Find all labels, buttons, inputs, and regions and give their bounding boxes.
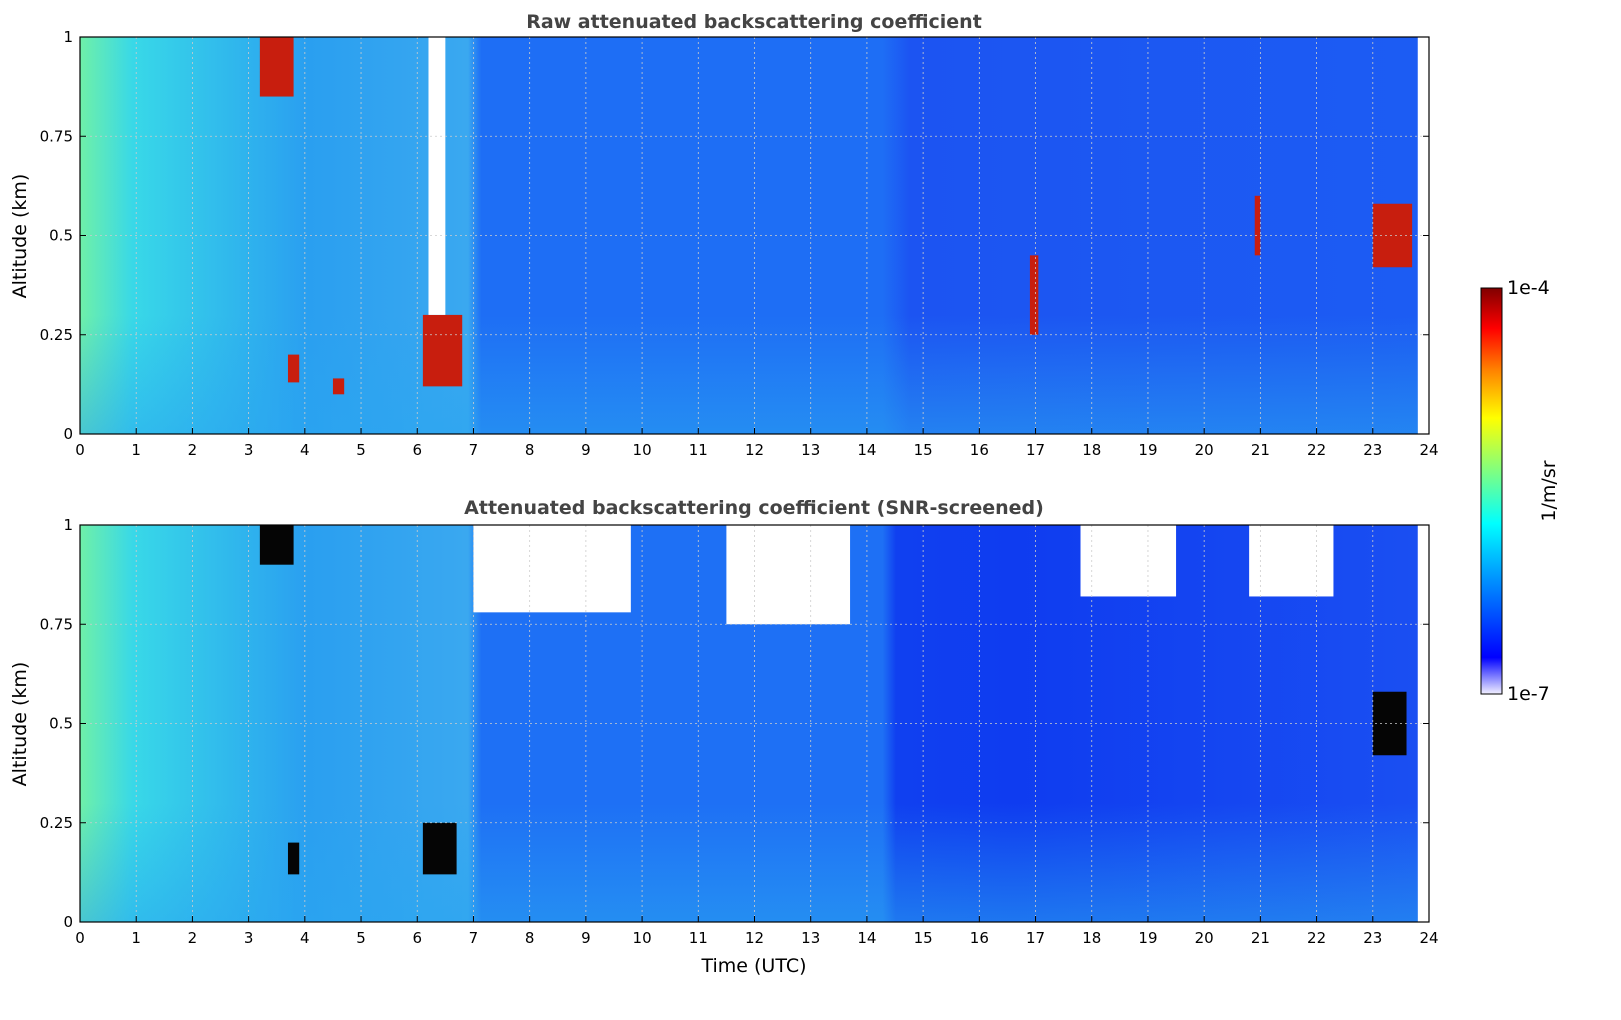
x-tick-label: 12	[745, 929, 764, 947]
y-tick-label: 0.25	[40, 326, 73, 344]
feature-patch	[422, 822, 457, 875]
y-tick-label: 1	[63, 28, 73, 46]
feature-patch	[428, 37, 446, 315]
x-tick-label: 11	[689, 929, 708, 947]
panel-title: Attenuated backscattering coefficient (S…	[464, 497, 1044, 519]
colorbar-max-label: 1e-4	[1507, 277, 1550, 299]
x-tick-label: 24	[1419, 929, 1438, 947]
colorbar-min-label: 1e-7	[1507, 683, 1550, 705]
x-tick-label: 2	[188, 441, 198, 459]
x-tick-label: 13	[801, 929, 820, 947]
x-tick-label: 10	[633, 929, 652, 947]
x-tick-label: 8	[525, 441, 535, 459]
feature-patch	[1080, 525, 1177, 597]
y-tick-label: 0.75	[40, 127, 73, 145]
x-tick-label: 2	[188, 929, 198, 947]
x-axis: 0 1 2 3 4 5 6 7 8 9 10 11 12 13 14 15 16 17 18 19 20 21 22 23 24	[75, 916, 1439, 947]
panel-raw: Raw attenuated backscattering coefficien…	[9, 11, 1439, 459]
heatmap-area	[80, 37, 1418, 434]
x-tick-label: 19	[1138, 441, 1157, 459]
x-tick-label: 0	[75, 441, 85, 459]
x-tick-label: 23	[1363, 929, 1382, 947]
x-tick-label: 14	[857, 441, 876, 459]
x-tick-label: 16	[970, 441, 989, 459]
x-tick-label: 22	[1307, 441, 1326, 459]
x-tick-label: 17	[1026, 441, 1045, 459]
x-tick-label: 11	[689, 441, 708, 459]
x-tick-label: 16	[970, 929, 989, 947]
x-tick-label: 5	[356, 441, 366, 459]
x-tick-label: 1	[131, 929, 141, 947]
x-tick-label: 13	[801, 441, 820, 459]
x-tick-label: 7	[469, 929, 479, 947]
y-tick-label: 0.75	[40, 615, 73, 633]
heatmap-area	[80, 525, 1418, 922]
feature-patch	[473, 525, 631, 613]
panel-title: Raw attenuated backscattering coefficien…	[526, 11, 982, 33]
grid	[80, 525, 1429, 922]
x-axis-label: Time (UTC)	[700, 955, 806, 977]
y-tick-label: 0.5	[49, 227, 73, 245]
colorbar-unit-label: 1/m/sr	[1538, 460, 1560, 521]
y-tick-label: 0	[63, 425, 73, 443]
x-tick-label: 24	[1419, 441, 1438, 459]
x-tick-label: 6	[412, 441, 422, 459]
x-tick-label: 0	[75, 929, 85, 947]
x-tick-label: 14	[857, 929, 876, 947]
x-tick-label: 3	[244, 929, 254, 947]
x-tick-label: 4	[300, 441, 310, 459]
x-tick-label: 18	[1082, 929, 1101, 947]
y-axis-label: Altitude (km)	[9, 662, 31, 787]
x-tick-label: 6	[412, 929, 422, 947]
x-tick-label: 12	[745, 441, 764, 459]
colorbar-gradient	[1480, 287, 1503, 695]
x-tick-label: 4	[300, 929, 310, 947]
feature-patch	[1254, 195, 1261, 256]
x-tick-label: 9	[581, 441, 591, 459]
x-tick-label: 7	[469, 441, 479, 459]
feature-patch	[422, 314, 463, 387]
x-tick-label: 17	[1026, 929, 1045, 947]
y-tick-label: 0.25	[40, 814, 73, 832]
feature-patch	[259, 525, 294, 565]
y-axis: 0 0.25 0.5 0.75 1	[40, 28, 1429, 443]
x-tick-label: 22	[1307, 929, 1326, 947]
feature-patch	[1249, 525, 1334, 597]
x-tick-label: 1	[131, 441, 141, 459]
x-tick-label: 21	[1251, 441, 1270, 459]
x-tick-label: 23	[1363, 441, 1382, 459]
x-tick-label: 15	[914, 929, 933, 947]
x-axis: 0 1 2 3 4 5 6 7 8 9 10 11 12 13 14 15 16 17 18 19 20 21 22 23 24	[75, 428, 1439, 459]
boundary-layer-band	[80, 802, 1418, 922]
x-tick-label: 20	[1195, 441, 1214, 459]
x-tick-label: 20	[1195, 929, 1214, 947]
y-tick-label: 1	[63, 516, 73, 534]
x-tick-label: 19	[1138, 929, 1157, 947]
feature-patch	[726, 525, 851, 625]
x-tick-label: 21	[1251, 929, 1270, 947]
x-tick-label: 10	[633, 441, 652, 459]
feature-patch	[259, 37, 294, 97]
feature-patch	[1029, 255, 1039, 335]
colorbar: 1e-4 1e-7 1/m/sr	[1480, 277, 1560, 705]
x-tick-label: 15	[914, 441, 933, 459]
boundary-layer-band	[80, 314, 1418, 434]
y-tick-label: 0	[63, 913, 73, 931]
feature-patch	[287, 354, 300, 383]
feature-patch	[332, 378, 345, 395]
x-tick-label: 9	[581, 929, 591, 947]
x-tick-label: 5	[356, 929, 366, 947]
x-tick-label: 18	[1082, 441, 1101, 459]
y-axis-label: Altitude (km)	[9, 174, 31, 299]
y-axis: 0 0.25 0.5 0.75 1	[40, 516, 1429, 931]
feature-patch	[287, 842, 300, 875]
grid	[80, 37, 1429, 434]
panel-screened: Attenuated backscattering coefficient (S…	[9, 497, 1439, 977]
x-tick-label: 8	[525, 929, 535, 947]
x-tick-label: 3	[244, 441, 254, 459]
y-tick-label: 0.5	[49, 715, 73, 733]
